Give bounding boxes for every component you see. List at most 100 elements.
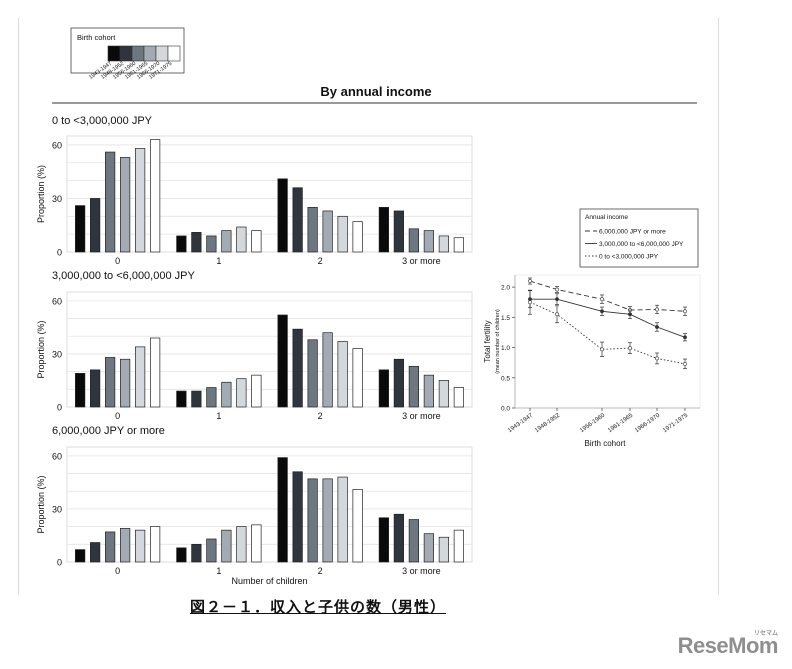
- bar: [135, 148, 146, 253]
- bar: [150, 526, 161, 563]
- bar: [352, 221, 363, 253]
- cohort-swatch: [131, 45, 145, 62]
- line-x-tick-label: 1948-1952: [534, 412, 561, 434]
- bar: [105, 531, 116, 563]
- line-legend-box: [579, 208, 699, 268]
- data-point: [683, 309, 687, 314]
- bar: [408, 365, 419, 408]
- y-axis-label: Proportion (%): [36, 475, 46, 533]
- x-tick-label: 1: [216, 411, 221, 421]
- x-tick-label: 2: [318, 566, 323, 576]
- main-title: By annual income: [320, 84, 431, 99]
- data-point: [683, 361, 687, 366]
- bar: [135, 529, 146, 563]
- bar: [337, 476, 348, 563]
- bar: [378, 369, 389, 408]
- bar: [75, 205, 86, 253]
- bar: [292, 187, 303, 253]
- bar: [206, 235, 217, 253]
- x-tick-label: 1: [216, 566, 221, 576]
- bar: [191, 390, 202, 408]
- right-frame-line: [718, 18, 719, 595]
- panel-frame: [66, 135, 473, 253]
- y-tick-label: 60: [52, 451, 62, 461]
- bar: [292, 471, 303, 563]
- bar: [120, 358, 131, 408]
- bar: [378, 207, 389, 253]
- bar: [191, 543, 202, 563]
- line-legend-label: 3,000,000 to <6,000,000 JPY: [599, 241, 684, 248]
- y-axis-label: Proportion (%): [36, 165, 46, 223]
- bar: [408, 228, 419, 253]
- cohort-swatch: [107, 45, 121, 62]
- bar: [150, 337, 161, 408]
- line-x-tick-label: 1966-1970: [634, 412, 661, 434]
- bar: [221, 381, 232, 408]
- line-y-axis-label: Total fertility: [483, 320, 492, 362]
- bar: [277, 178, 288, 253]
- line-x-tick-label: 1971-1975: [662, 412, 689, 434]
- x-tick-label: 2: [318, 411, 323, 421]
- bar: [393, 210, 404, 253]
- line-legend-label: 6,000,000 JPY or more: [599, 228, 666, 235]
- bar: [352, 348, 363, 408]
- data-point: [655, 356, 659, 361]
- x-tick-label: 0: [115, 411, 120, 421]
- cohort-swatch: [119, 45, 133, 62]
- line-y-tick-label: 1.5: [501, 315, 510, 322]
- line-plot-frame: [514, 274, 701, 409]
- bar: [221, 230, 232, 253]
- figure-caption: 図２－１．収入と子供の数（男性）: [190, 598, 447, 616]
- panel-title: 3,000,000 to <6,000,000 JPY: [52, 270, 195, 282]
- series-line: [529, 280, 686, 312]
- panel-frame: [66, 291, 473, 408]
- data-point: [528, 279, 532, 283]
- bar: [135, 346, 146, 408]
- line-legend-label: 0 to <3,000,000 JPY: [599, 253, 659, 260]
- line-x-tick-label: 1943-1947: [507, 412, 534, 434]
- bar: [176, 235, 187, 253]
- data-point: [683, 335, 687, 340]
- y-tick-label: 60: [52, 296, 62, 306]
- bar: [277, 457, 288, 563]
- bar: [337, 341, 348, 408]
- bar: [236, 526, 247, 563]
- bar: [251, 524, 262, 563]
- bar: [337, 215, 348, 253]
- data-point: [600, 297, 604, 302]
- bar: [352, 489, 363, 563]
- line-y-tick-label: 0.5: [501, 375, 510, 382]
- panel-title: 0 to <3,000,000 JPY: [52, 115, 153, 127]
- data-point: [655, 325, 659, 329]
- series-line: [530, 298, 686, 338]
- left-frame-line: [18, 18, 19, 595]
- bar: [393, 358, 404, 408]
- bar: [322, 332, 333, 408]
- x-tick-label: 0: [115, 566, 120, 576]
- line-y-tick-label: 2.0: [501, 285, 510, 292]
- line-legend-title: Annual income: [585, 214, 628, 221]
- y-tick-label: 0: [57, 403, 62, 413]
- y-tick-label: 30: [52, 349, 62, 359]
- y-axis-label: Proportion (%): [36, 320, 46, 378]
- data-point: [555, 312, 559, 317]
- line-y-tick-label: 1.0: [501, 345, 510, 352]
- bar: [90, 542, 101, 563]
- data-point: [555, 287, 559, 292]
- x-tick-label: 3 or more: [402, 566, 441, 576]
- bar: [307, 478, 318, 563]
- y-tick-label: 60: [52, 140, 62, 150]
- y-tick-label: 30: [52, 504, 62, 514]
- data-point: [628, 312, 632, 317]
- data-point: [600, 347, 604, 352]
- bar: [176, 547, 187, 563]
- bar: [75, 549, 86, 563]
- bar: [221, 529, 232, 563]
- bar: [453, 387, 464, 408]
- bar: [176, 390, 187, 408]
- bar: [191, 232, 202, 253]
- data-point: [655, 307, 659, 312]
- bar: [423, 230, 434, 253]
- bar: [75, 373, 86, 408]
